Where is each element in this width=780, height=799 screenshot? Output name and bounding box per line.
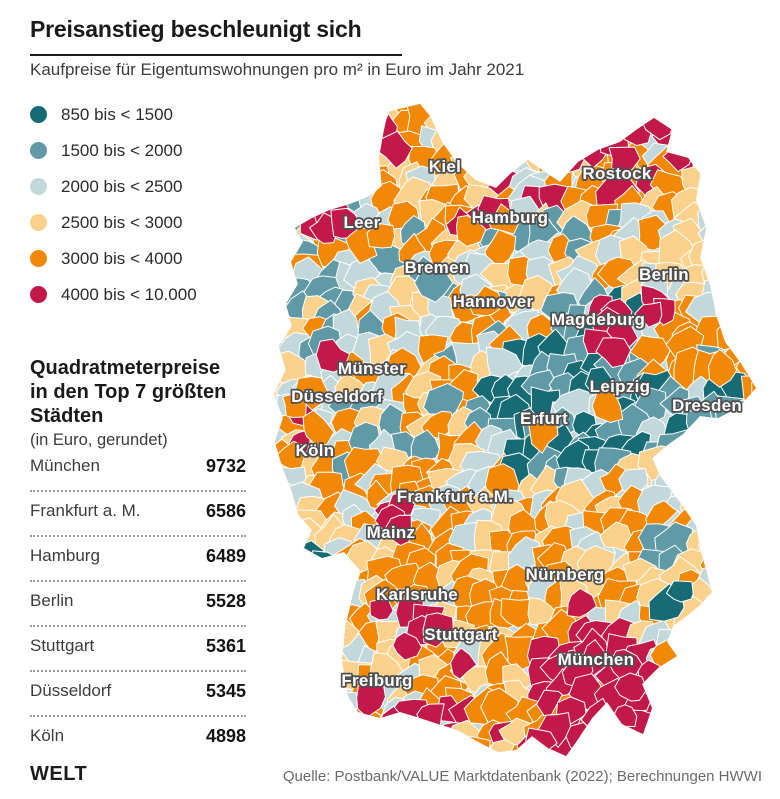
legend-label: 1500 bis < 2000 xyxy=(61,140,183,160)
legend-item: 1500 bis < 2000 xyxy=(30,140,250,160)
map-city-label: Karlsruhe xyxy=(376,585,458,604)
city-price: 5345 xyxy=(205,681,246,701)
map-city-label: Hannover xyxy=(453,292,534,311)
city-name: Frankfurt a. M. xyxy=(30,501,141,520)
table-row: Berlin 5528 xyxy=(30,582,246,627)
map-city-label: Stuttgart xyxy=(424,625,498,644)
city-name: Stuttgart xyxy=(30,636,95,655)
map-city-label: Rostock xyxy=(582,164,651,183)
page-title: Preisanstieg beschleunigt sich xyxy=(30,16,402,56)
table-heading-line: Städten xyxy=(30,405,104,427)
table-subheading: (in Euro, gerundet) xyxy=(30,431,168,449)
map-city-label: Hamburg xyxy=(472,208,549,227)
table-row: Hamburg 6489 xyxy=(30,537,246,582)
map-city-label: Freiburg xyxy=(341,671,412,690)
map-city-label: Köln xyxy=(296,441,335,460)
legend-swatch-orange xyxy=(30,250,47,267)
legend-label: 3000 bis < 4000 xyxy=(61,248,183,268)
top7-price-table: München 9732 Frankfurt a. M. 6586 Hambur… xyxy=(30,447,246,762)
city-price: 5361 xyxy=(205,636,246,656)
legend-label: 4000 bis < 10.000 xyxy=(61,284,197,304)
map-city-label: Nürnberg xyxy=(526,565,605,584)
germany-choropleth-map: Kiel Rostock Leer Hamburg Bremen Berlin Hannov… xyxy=(270,100,780,760)
map-city-label: Erfurt xyxy=(520,409,568,428)
legend-item: 2500 bis < 3000 xyxy=(30,212,250,232)
map-city-label: Bremen xyxy=(404,258,469,277)
legend-item: 2000 bis < 2500 xyxy=(30,176,250,196)
table-heading: Quadratmeterpreise in den Top 7 größten … xyxy=(30,356,255,450)
map-city-label: Leipzig xyxy=(590,377,651,396)
legend-swatch-teal-medium xyxy=(30,142,47,159)
city-name: Düsseldorf xyxy=(30,681,112,700)
city-price: 6489 xyxy=(205,546,246,566)
city-name: Berlin xyxy=(30,591,74,610)
map-city-label: Dresden xyxy=(672,396,742,415)
table-heading-line: in den Top 7 größten xyxy=(30,381,227,403)
source-credit: Quelle: Postbank/VALUE Marktdatenbank (2… xyxy=(282,768,762,785)
city-price: 9732 xyxy=(205,456,246,476)
map-city-label: Magdeburg xyxy=(551,310,645,329)
city-price: 5528 xyxy=(205,591,246,611)
district-cells xyxy=(274,104,756,756)
map-city-label: Frankfurt a.M. xyxy=(397,487,514,506)
legend-label: 2500 bis < 3000 xyxy=(61,212,183,232)
legend-label: 850 bis < 1500 xyxy=(61,104,174,124)
map-city-label: Mainz xyxy=(367,523,416,542)
legend-swatch-light-blue xyxy=(30,178,47,195)
legend-item: 3000 bis < 4000 xyxy=(30,248,250,268)
map-city-label: München xyxy=(558,650,635,669)
legend-swatch-teal-dark xyxy=(30,106,47,123)
map-city-label: Münster xyxy=(338,359,406,378)
city-name: Köln xyxy=(30,726,65,745)
table-row: Düsseldorf 5345 xyxy=(30,672,246,717)
color-legend: 850 bis < 1500 1500 bis < 2000 2000 bis … xyxy=(30,104,250,322)
city-price: 6586 xyxy=(205,501,246,521)
welt-logo: WELT xyxy=(30,763,88,785)
map-city-label: Leer xyxy=(343,213,380,232)
legend-swatch-tan xyxy=(30,214,47,231)
map-city-label: Kiel xyxy=(429,157,461,176)
chart-subtitle: Kaufpreise für Eigentumswohnungen pro m²… xyxy=(30,60,525,79)
map-city-label: Berlin xyxy=(639,265,689,284)
legend-item: 4000 bis < 10.000 xyxy=(30,284,250,304)
table-row: Köln 4898 xyxy=(30,717,246,762)
legend-item: 850 bis < 1500 xyxy=(30,104,250,124)
legend-swatch-red xyxy=(30,286,47,303)
table-heading-line: Quadratmeterpreise xyxy=(30,357,221,379)
map-city-label: Düsseldorf xyxy=(291,387,383,406)
legend-label: 2000 bis < 2500 xyxy=(61,176,183,196)
table-row: Frankfurt a. M. 6586 xyxy=(30,492,246,537)
table-row: Stuttgart 5361 xyxy=(30,627,246,672)
city-price: 4898 xyxy=(205,726,246,746)
city-name: Hamburg xyxy=(30,546,100,565)
city-name: München xyxy=(30,456,100,475)
table-row: München 9732 xyxy=(30,447,246,492)
